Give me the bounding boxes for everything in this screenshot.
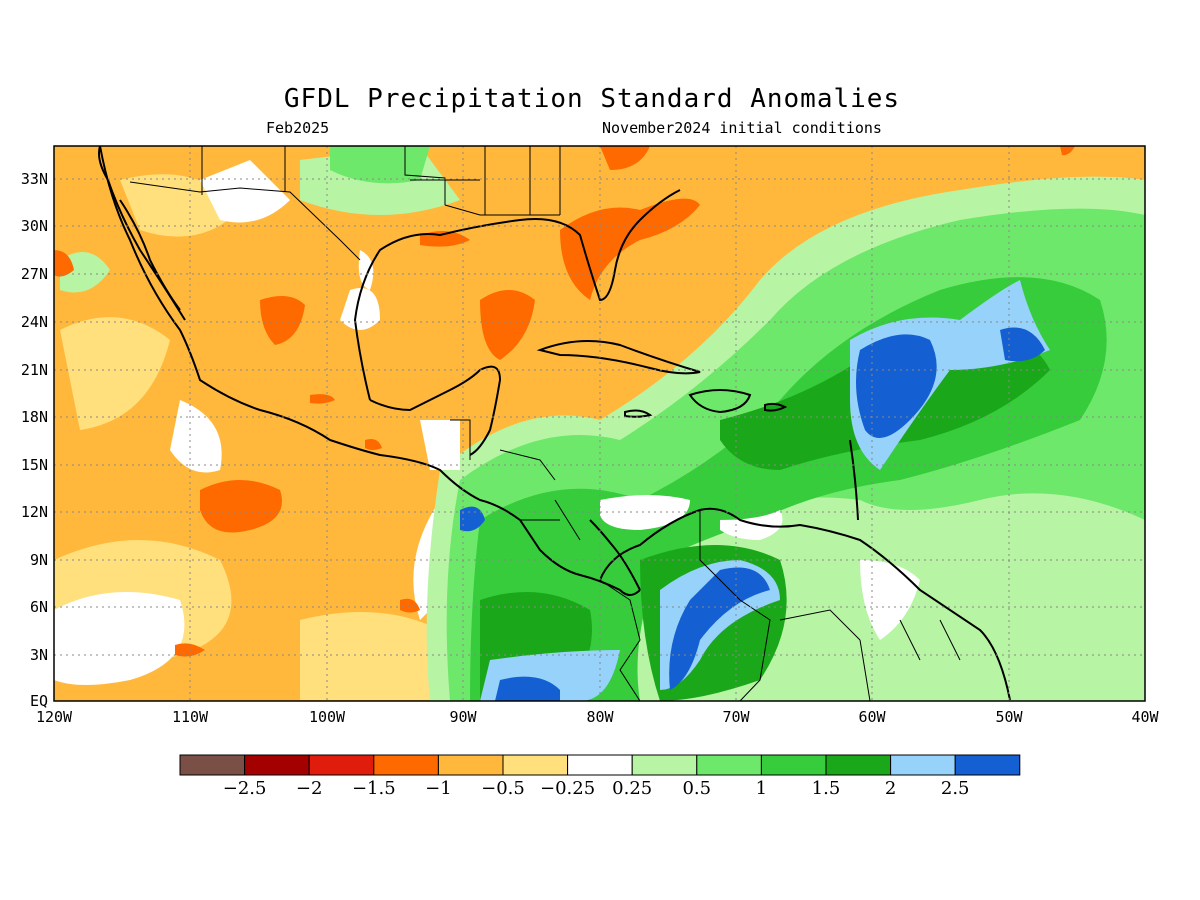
colorbar-swatch: [373, 754, 439, 776]
colorbar-swatch: [437, 754, 504, 776]
border-us-states: [201, 146, 561, 216]
colorbar-swatch: [760, 754, 827, 776]
border-us-mexico: [129, 181, 361, 261]
coastline-lesser-antilles: [849, 439, 859, 521]
border-south-america: [699, 510, 961, 701]
lat-tick: 30N: [21, 217, 48, 235]
colorbar-swatch: [890, 754, 956, 776]
colorbar-label: 0.5: [682, 778, 711, 799]
lon-tick: 70W: [722, 708, 750, 726]
coastline-gulf: [353, 189, 681, 591]
field-light-dry: [54, 174, 440, 701]
field-extreme: [460, 327, 1045, 701]
colorbar-swatch: [631, 754, 698, 776]
lat-tick: 27N: [21, 265, 48, 283]
lon-axis: 120W 110W 100W 90W 80W 70W 60W 50W 40W: [36, 708, 1160, 726]
coastline-baja: [98, 146, 186, 321]
coastline-mexico-central-america: [99, 146, 641, 596]
colorbar-label: −1.5: [352, 778, 396, 799]
lon-tick: 90W: [449, 708, 477, 726]
borders: [129, 146, 961, 701]
lon-tick: 120W: [36, 708, 73, 726]
colorbar-swatch: [179, 754, 246, 776]
lat-tick: 3N: [30, 646, 48, 664]
lat-tick: 24N: [21, 313, 48, 331]
colorbar-swatch: [567, 754, 633, 776]
colorbar-label: −2: [296, 778, 323, 799]
colorbar-swatch: [954, 754, 1021, 776]
coastline-hispaniola: [624, 389, 788, 418]
lat-tick: 21N: [21, 361, 48, 379]
coastline-south-america: [599, 507, 1011, 701]
lon-tick: 80W: [586, 708, 614, 726]
lon-tick: 100W: [309, 708, 346, 726]
colorbar: −2.5 −2 −1.5 −1 −0.5 −0.25 0.25 0.5 1 1.5 2 2.5: [179, 754, 1021, 799]
lat-tick: 15N: [21, 456, 48, 474]
colorbar-swatch: [696, 754, 762, 776]
plot-frame: [53, 145, 1146, 702]
lon-tick: 110W: [172, 708, 209, 726]
coastlines: [98, 146, 1011, 701]
lat-tick: 9N: [30, 551, 48, 569]
forecast-month: Feb2025: [266, 119, 330, 137]
lat-tick: EQ: [30, 692, 48, 710]
colorbar-swatch: [308, 754, 375, 776]
lon-tick: 50W: [995, 708, 1023, 726]
colorbar-label: 2: [885, 778, 896, 799]
initial-conditions-label: November2024 initial conditions: [602, 119, 882, 137]
colorbar-label: 1: [756, 778, 767, 799]
lat-tick: 18N: [21, 408, 48, 426]
chart-title: GFDL Precipitation Standard Anomalies: [283, 84, 901, 114]
coastline-cuba: [536, 340, 701, 375]
colorbar-label: −2.5: [223, 778, 267, 799]
colorbar-swatch: [825, 754, 892, 776]
colorbar-label: −1: [425, 778, 452, 799]
colorbar-label: 1.5: [812, 778, 841, 799]
colorbar-label: 0.25: [612, 778, 652, 799]
field-neutral: [54, 160, 1145, 701]
colorbar-swatch: [244, 754, 310, 776]
border-central-america: [450, 419, 641, 701]
lat-tick: 12N: [21, 503, 48, 521]
colorbar-swatch: [502, 754, 569, 776]
colorbar-label: −0.5: [481, 778, 525, 799]
gridlines: [54, 146, 1145, 701]
lat-tick: 33N: [21, 170, 48, 188]
colorbar-label: −0.25: [540, 778, 595, 799]
lon-tick: 40W: [1131, 708, 1159, 726]
lat-axis: 33N 30N 27N 24N 21N 18N 15N 12N 9N 6N 3N…: [21, 170, 48, 710]
colorbar-label: 2.5: [941, 778, 970, 799]
field-dry-strong: [54, 146, 1075, 657]
lat-tick: 6N: [30, 598, 48, 616]
lon-tick: 60W: [858, 708, 886, 726]
